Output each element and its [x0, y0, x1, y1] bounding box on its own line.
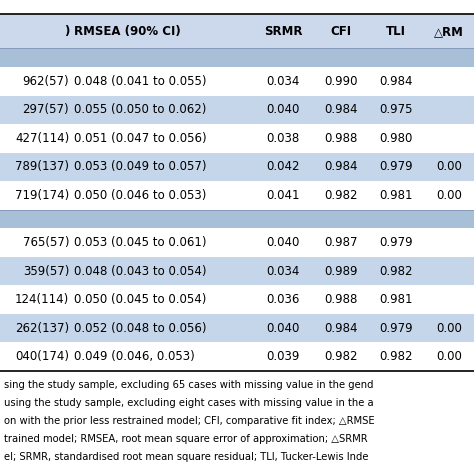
Text: 0.988: 0.988	[324, 293, 358, 306]
Text: CFI: CFI	[330, 25, 352, 38]
Text: 0.034: 0.034	[266, 75, 300, 88]
Text: 0.984: 0.984	[324, 321, 358, 335]
Text: 0.979: 0.979	[380, 321, 413, 335]
Text: 0.990: 0.990	[324, 75, 358, 88]
Text: 789(137): 789(137)	[15, 160, 69, 173]
Text: sing the study sample, excluding 65 cases with missing value in the gend: sing the study sample, excluding 65 case…	[4, 380, 374, 391]
Text: 719(174): 719(174)	[15, 189, 69, 202]
Text: 0.988: 0.988	[324, 132, 358, 145]
Text: 0.00: 0.00	[436, 160, 462, 173]
Text: 427(114): 427(114)	[15, 132, 69, 145]
Text: 962(57): 962(57)	[23, 75, 69, 88]
Bar	[0, 314, 474, 342]
Text: el; SRMR, standardised root mean square residual; TLI, Tucker-Lewis Inde: el; SRMR, standardised root mean square …	[4, 452, 368, 463]
Bar	[0, 153, 474, 181]
Text: 0.975: 0.975	[380, 103, 413, 117]
Text: 297(57): 297(57)	[23, 103, 69, 117]
Text: 0.039: 0.039	[266, 350, 300, 363]
Text: 0.979: 0.979	[380, 160, 413, 173]
Text: trained model; RMSEA, root mean square error of approximation; △SRMR: trained model; RMSEA, root mean square e…	[4, 434, 367, 445]
Text: 0.982: 0.982	[380, 264, 413, 278]
Text: 0.984: 0.984	[380, 75, 413, 88]
Text: 124(114): 124(114)	[15, 293, 69, 306]
Text: 0.984: 0.984	[324, 103, 358, 117]
Text: 0.052 (0.048 to 0.056): 0.052 (0.048 to 0.056)	[74, 321, 207, 335]
Text: RMSEA (90% CI): RMSEA (90% CI)	[74, 25, 181, 38]
Text: △RM: △RM	[434, 25, 464, 38]
Text: 0.00: 0.00	[436, 189, 462, 202]
Text: 0.036: 0.036	[266, 293, 300, 306]
Text: 040(174): 040(174)	[15, 350, 69, 363]
Bar	[0, 342, 474, 371]
Bar	[0, 210, 474, 228]
Text: 0.048 (0.043 to 0.054): 0.048 (0.043 to 0.054)	[74, 264, 207, 278]
Text: 0.042: 0.042	[266, 160, 300, 173]
Bar	[0, 228, 474, 257]
Bar	[0, 14, 474, 48]
Text: 0.984: 0.984	[324, 160, 358, 173]
Text: TLI: TLI	[386, 25, 406, 38]
Text: 0.987: 0.987	[324, 236, 358, 249]
Text: 0.049 (0.046, 0.053): 0.049 (0.046, 0.053)	[74, 350, 195, 363]
Text: 359(57): 359(57)	[23, 264, 69, 278]
Text: SRMR: SRMR	[264, 25, 302, 38]
Text: 0.050 (0.046 to 0.053): 0.050 (0.046 to 0.053)	[74, 189, 206, 202]
Text: 0.982: 0.982	[324, 189, 358, 202]
Text: using the study sample, excluding eight cases with missing value in the a: using the study sample, excluding eight …	[4, 398, 374, 409]
Text: 0.053 (0.049 to 0.057): 0.053 (0.049 to 0.057)	[74, 160, 207, 173]
Text: 0.050 (0.045 to 0.054): 0.050 (0.045 to 0.054)	[74, 293, 206, 306]
Text: 0.040: 0.040	[266, 236, 300, 249]
Bar	[0, 181, 474, 210]
Text: 0.979: 0.979	[380, 236, 413, 249]
Text: 0.041: 0.041	[266, 189, 300, 202]
Text: 0.981: 0.981	[380, 189, 413, 202]
Text: 0.981: 0.981	[380, 293, 413, 306]
Text: 0.00: 0.00	[436, 321, 462, 335]
Text: 765(57): 765(57)	[23, 236, 69, 249]
Text: 0.989: 0.989	[324, 264, 358, 278]
Text: 0.038: 0.038	[266, 132, 300, 145]
Text: 0.051 (0.047 to 0.056): 0.051 (0.047 to 0.056)	[74, 132, 207, 145]
Text: 0.034: 0.034	[266, 264, 300, 278]
Text: 262(137): 262(137)	[15, 321, 69, 335]
Text: on with the prior less restrained model; CFI, comparative fit index; △RMSE: on with the prior less restrained model;…	[4, 416, 374, 427]
Bar	[0, 257, 474, 285]
Text: 0.048 (0.041 to 0.055): 0.048 (0.041 to 0.055)	[74, 75, 207, 88]
Text: 0.040: 0.040	[266, 103, 300, 117]
Bar	[0, 124, 474, 153]
Text: ): )	[64, 25, 69, 38]
Text: 0.982: 0.982	[380, 350, 413, 363]
Text: 0.040: 0.040	[266, 321, 300, 335]
Text: 0.00: 0.00	[436, 350, 462, 363]
Text: 0.053 (0.045 to 0.061): 0.053 (0.045 to 0.061)	[74, 236, 207, 249]
Text: 0.980: 0.980	[380, 132, 413, 145]
Bar	[0, 96, 474, 124]
Bar	[0, 67, 474, 96]
Bar	[0, 285, 474, 314]
Text: 0.982: 0.982	[324, 350, 358, 363]
Text: 0.055 (0.050 to 0.062): 0.055 (0.050 to 0.062)	[74, 103, 206, 117]
Bar	[0, 48, 474, 67]
